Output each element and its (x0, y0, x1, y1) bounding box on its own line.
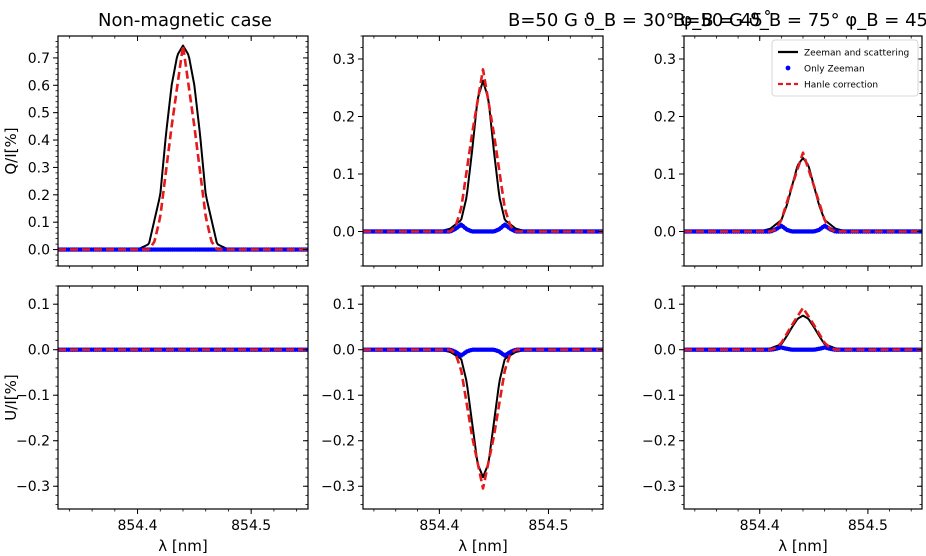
y-tick-label: 0.0 (333, 343, 355, 359)
series-hanle-correction (363, 348, 603, 490)
x-tick-label: 854.5 (231, 518, 271, 534)
panel-5: 0.1 0.0 −0.1 −0.2 −0.3 854.4 854.5 λ [nm] (321, 285, 604, 555)
legend-entry-label: Hanle correction (804, 81, 878, 91)
legend-entry-label: Zeeman and scattering (804, 49, 909, 59)
y-tick-label: −0.3 (642, 479, 676, 495)
panel-1: 0.0 0.1 0.2 0.3 0.4 0.5 0.6 0.7 Non-magnetic cas… (2, 10, 309, 271)
y-tick-label: −0.2 (321, 434, 355, 450)
y-tick-label: 0.2 (654, 110, 676, 126)
x-axis-label: λ [nm] (778, 537, 827, 555)
legend-marker-only-zeeman (785, 65, 791, 71)
legend-entry-label: Only Zeeman (804, 65, 865, 75)
y-tick-label: −0.1 (16, 388, 50, 404)
y-tick-label: −0.2 (642, 434, 676, 450)
y-tick-label: 0.3 (333, 52, 355, 68)
plot-area (684, 306, 922, 352)
x-tick-label: 854.5 (528, 518, 568, 534)
y-axis-label: U/I[%] (2, 374, 20, 420)
y-tick-label: 0.1 (654, 297, 676, 313)
y-tick-label: 0.3 (654, 52, 676, 68)
x-axis-label: λ [nm] (158, 537, 207, 555)
y-tick-label: 0.0 (654, 343, 676, 359)
y-tick-label: 0.5 (28, 106, 50, 122)
y-tick-label: 0.6 (28, 78, 50, 94)
series-hanle-correction (684, 151, 922, 233)
y-tick-label: −0.2 (16, 434, 50, 450)
plot-area (58, 347, 308, 352)
y-tick-label: 0.2 (333, 110, 355, 126)
y-tick-label: 0.1 (333, 297, 355, 313)
y-tick-label: 0.0 (28, 243, 50, 259)
legend-box (771, 39, 919, 97)
y-tick-label: 0.1 (28, 297, 50, 313)
y-tick-label: 0.7 (28, 51, 50, 67)
plot-area (58, 44, 308, 252)
panel-title: B=50 G ϑ_B = 30° φ_B = 45˚ (508, 10, 772, 31)
panel-4: 0.1 0.0 −0.1 −0.2 −0.3 854.4 854.5 λ [nm] U/I[%] (2, 285, 309, 555)
y-tick-label: −0.1 (321, 388, 355, 404)
plot-area (363, 68, 603, 234)
y-tick-label: 0.3 (28, 160, 50, 176)
y-tick-label: 0.4 (28, 133, 50, 149)
y-tick-label: 0.1 (333, 167, 355, 183)
x-tick-label: 854.4 (117, 518, 157, 534)
y-tick-label: 0.1 (28, 215, 50, 231)
legend: Zeeman and scattering Only Zeeman Hanle co… (771, 39, 919, 97)
x-tick-label: 854.4 (419, 518, 459, 534)
y-tick-label: −0.3 (321, 479, 355, 495)
x-tick-label: 854.4 (740, 518, 780, 534)
panel-6: 0.1 0.0 −0.1 −0.2 −0.3 854.4 854.5 λ [nm] (642, 285, 923, 555)
series-hanle-correction (684, 306, 922, 352)
series-hanle-correction (363, 68, 603, 233)
y-tick-label: 0.2 (28, 188, 50, 204)
y-tick-label: −0.1 (642, 388, 676, 404)
plot-area (363, 347, 603, 490)
x-axis-label: λ [nm] (458, 537, 507, 555)
panel-title: B=50 G ϑ_B = 75° φ_B = 45˚ (673, 10, 926, 31)
x-tick-label: 854.5 (848, 518, 888, 534)
series-hanle-correction (58, 44, 308, 251)
y-tick-label: 0.0 (28, 343, 50, 359)
y-tick-label: 0.0 (333, 225, 355, 241)
y-tick-label: 0.1 (654, 167, 676, 183)
panel-2: 0.0 0.1 0.2 0.3 B=50 G ϑ_B = 30° φ_B = 45˚ (333, 10, 772, 271)
series-only-zeeman (58, 247, 308, 252)
y-tick-label: 0.0 (654, 225, 676, 241)
panel-3: 0.0 0.1 0.2 0.3 B=50 G ϑ_B = 75° φ_B = 45˚ (654, 10, 926, 271)
plot-area (684, 151, 922, 234)
y-axis-label: Q/I[%] (2, 127, 20, 174)
y-tick-label: −0.3 (16, 479, 50, 495)
panel-title: Non-magnetic case (98, 10, 272, 31)
